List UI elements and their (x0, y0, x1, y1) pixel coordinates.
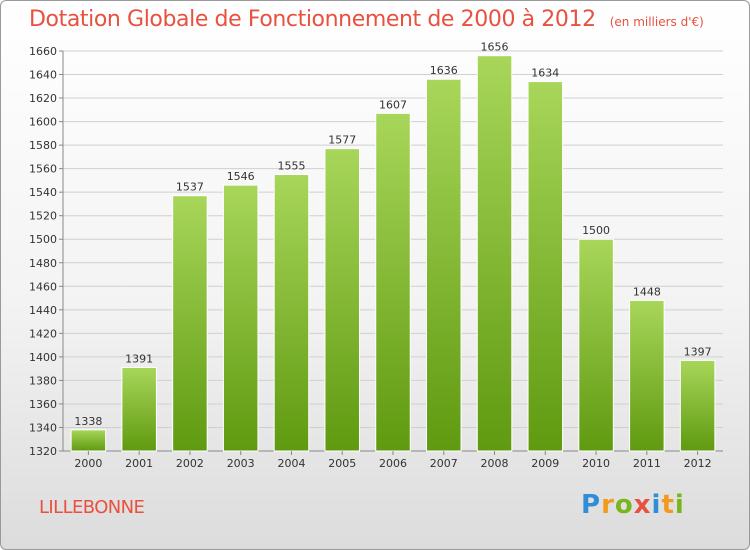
data-label: 1391 (125, 352, 153, 365)
y-tick-label: 1640 (29, 69, 57, 82)
x-tick-label: 2009 (531, 457, 559, 470)
location-label: LILLEBONNE (39, 497, 145, 518)
bar (222, 184, 259, 452)
logo-letter: r (601, 490, 615, 520)
data-label: 1607 (379, 98, 407, 111)
bar (324, 148, 360, 452)
bar (273, 174, 310, 452)
y-tick-label: 1440 (29, 304, 57, 317)
x-tick-label: 2000 (74, 457, 102, 470)
x-tick-label: 2003 (227, 457, 255, 470)
x-tick-label: 2002 (176, 457, 204, 470)
data-label: 1546 (227, 170, 255, 183)
x-tick-label: 2011 (633, 457, 661, 470)
data-label: 1636 (430, 64, 458, 77)
y-tick-label: 1520 (29, 210, 57, 223)
bar (629, 299, 665, 452)
bar (172, 195, 208, 452)
y-tick-label: 1560 (29, 163, 57, 176)
bar (578, 238, 614, 452)
data-label: 1537 (176, 181, 204, 194)
chart-title: Dotation Globale de Fonctionnement de 20… (29, 7, 704, 32)
data-label: 1448 (633, 285, 661, 298)
bar (476, 55, 513, 452)
x-tick-label: 2004 (277, 457, 305, 470)
logo-letter: i (674, 490, 685, 520)
x-tick-label: 2006 (379, 457, 407, 470)
y-tick-label: 1660 (29, 45, 57, 58)
y-tick-label: 1500 (29, 233, 57, 246)
chart-title-text: Dotation Globale de Fonctionnement de 20… (29, 7, 596, 32)
x-tick-label: 2001 (125, 457, 153, 470)
y-tick-label: 1540 (29, 186, 57, 199)
proxiti-logo: Proxiti (581, 490, 685, 520)
y-tick-label: 1400 (29, 351, 57, 364)
y-tick-label: 1380 (29, 374, 57, 387)
bar (70, 429, 107, 452)
logo-letter: o (614, 490, 634, 520)
y-tick-label: 1420 (29, 327, 57, 340)
logo-letter: i (651, 490, 662, 520)
x-tick-label: 2005 (328, 457, 356, 470)
y-tick-label: 1620 (29, 92, 57, 105)
bar (679, 359, 716, 452)
y-tick-label: 1460 (29, 280, 57, 293)
bar (375, 112, 411, 452)
logo-letter: t (661, 490, 675, 520)
bar (426, 78, 462, 452)
y-tick-label: 1320 (29, 445, 57, 458)
data-label: 1338 (74, 415, 102, 428)
data-label: 1397 (684, 345, 712, 358)
chart-subtitle: (en milliers d'€) (609, 15, 704, 29)
bar (527, 81, 564, 452)
bar (121, 366, 157, 452)
data-label: 1577 (328, 134, 356, 147)
logo-letter: P (581, 490, 602, 520)
logo-letter: x (633, 490, 652, 520)
y-tick-label: 1580 (29, 139, 57, 152)
data-label: 1500 (582, 224, 610, 237)
x-tick-label: 2008 (481, 457, 509, 470)
y-tick-label: 1340 (29, 421, 57, 434)
y-tick-label: 1360 (29, 398, 57, 411)
x-tick-label: 2010 (582, 457, 610, 470)
y-tick-label: 1480 (29, 257, 57, 270)
data-label: 1634 (531, 67, 559, 80)
y-tick-label: 1600 (29, 116, 57, 129)
x-tick-label: 2012 (684, 457, 712, 470)
x-tick-label: 2007 (430, 457, 458, 470)
data-label: 1555 (277, 160, 305, 173)
data-label: 1656 (481, 41, 509, 54)
